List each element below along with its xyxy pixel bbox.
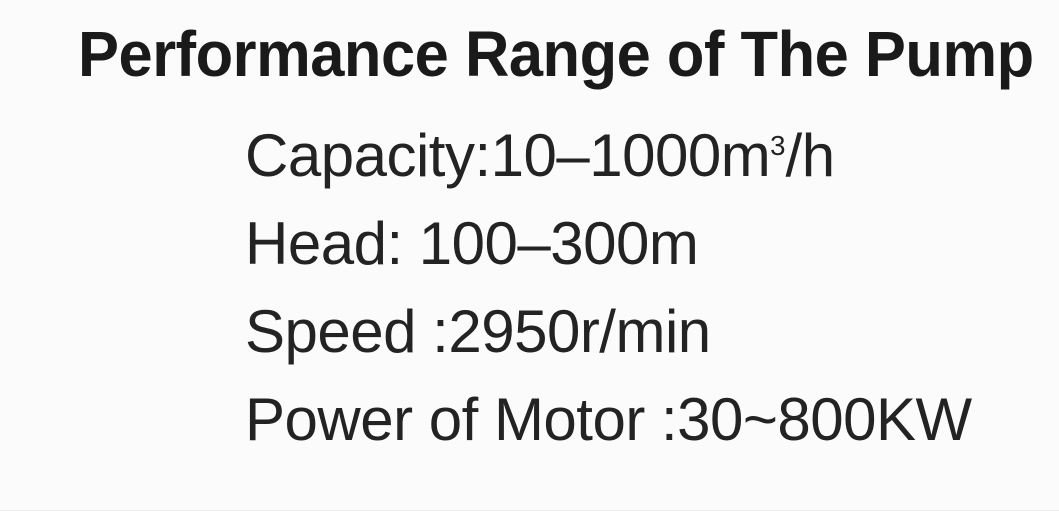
spec-list: Capacity:10–1000m3/h Head: 100–300m Spee…: [245, 112, 972, 464]
spec-item-head: Head: 100–300m: [245, 200, 972, 288]
spec-label-capacity: Capacity:10–1000m: [245, 122, 771, 189]
page-title: Performance Range of The Pump: [78, 18, 1034, 90]
spec-suffix-capacity: /h: [785, 122, 836, 189]
spec-label-power-of-motor: Power of Motor :30~800KW: [245, 386, 972, 453]
spec-label-speed: Speed :2950r/min: [245, 298, 711, 365]
spec-label-head: Head: 100–300m: [245, 210, 699, 277]
spec-item-power-of-motor: Power of Motor :30~800KW: [245, 376, 972, 464]
cubic-meter-exponent: 3: [770, 130, 786, 161]
spec-item-speed: Speed :2950r/min: [245, 288, 972, 376]
spec-item-capacity: Capacity:10–1000m3/h: [245, 112, 972, 200]
